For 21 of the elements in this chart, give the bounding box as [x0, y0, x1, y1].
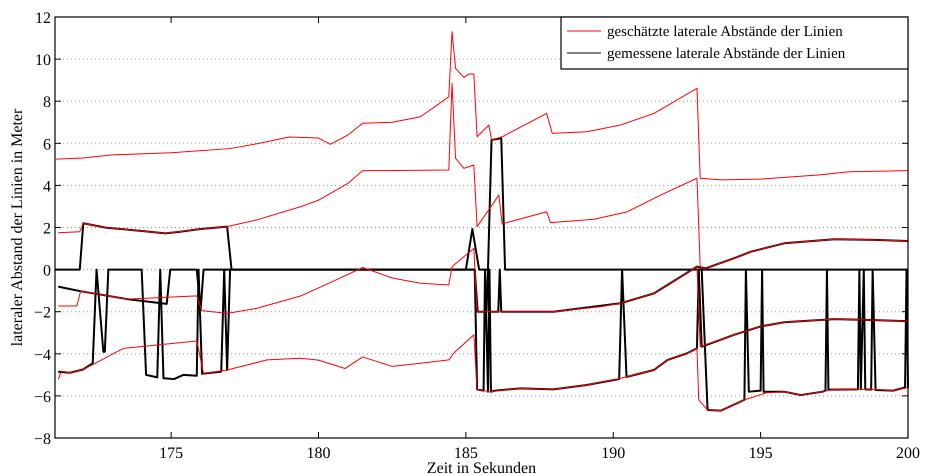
x-axis-title: Zeit in Sekunden	[426, 460, 536, 475]
y-tick-label: −6	[34, 388, 51, 406]
y-tick-label: 6	[43, 136, 51, 154]
y-tick-label: −4	[34, 346, 51, 364]
y-tick-label: 12	[35, 10, 51, 27]
x-tick-label: 195	[748, 445, 773, 462]
x-tick-label: 180	[306, 445, 331, 462]
y-axis-title: lateraler Abstand der Linien in Meter	[9, 108, 26, 346]
y-tick-label: 8	[43, 94, 51, 112]
y-tick-label: 10	[35, 52, 51, 70]
legend-label: gemessene laterale Abstände der Linien	[607, 46, 846, 62]
x-tick-label: 200	[896, 445, 920, 462]
y-tick-label: −8	[34, 431, 51, 448]
x-tick-label: 185	[454, 445, 478, 462]
y-tick-label: 0	[43, 262, 51, 280]
x-tick-label: 175	[159, 445, 184, 462]
y-tick-label: −2	[34, 304, 51, 322]
x-tick-label: 190	[601, 445, 626, 462]
legend-label: geschätzte laterale Abstände der Linien	[607, 24, 844, 40]
y-tick-label: 2	[43, 220, 51, 238]
y-tick-label: 4	[43, 178, 51, 196]
